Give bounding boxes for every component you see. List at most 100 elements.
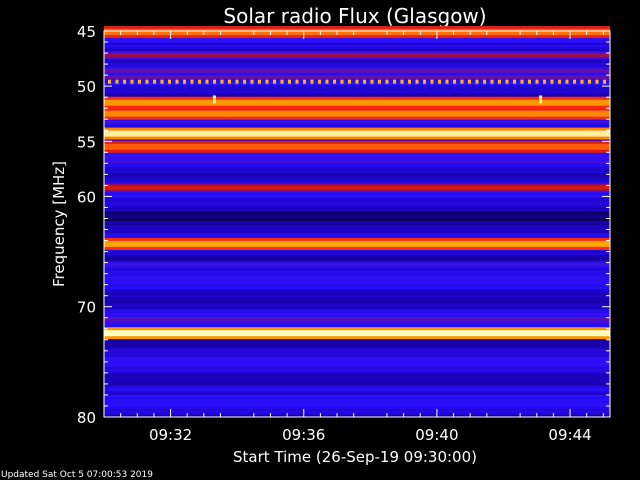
band-dot — [325, 79, 329, 84]
spectrum-row — [104, 381, 610, 383]
emission-band — [104, 330, 610, 337]
band-dot — [415, 79, 419, 84]
plot-area — [104, 26, 610, 417]
spectrum-row — [104, 291, 610, 293]
spectrum-row — [104, 249, 610, 251]
spectrum-row — [104, 251, 610, 253]
band-dot — [370, 79, 374, 84]
band-dot — [483, 79, 486, 84]
spectrum-row — [104, 379, 610, 381]
band-dot — [168, 79, 171, 84]
emission-band — [104, 29, 610, 36]
radio-burst — [539, 95, 543, 104]
band-dot — [280, 79, 284, 84]
spectrum-row — [104, 227, 610, 229]
band-dot — [423, 79, 426, 84]
band-dot — [258, 79, 261, 84]
spectrum-row — [104, 91, 610, 93]
spectrum-row — [104, 397, 610, 399]
band-dot — [175, 79, 179, 84]
spectrum-row — [104, 167, 610, 169]
spectrum-row — [104, 229, 610, 231]
spectrum-row — [104, 217, 610, 219]
y-tick-label: 50 — [77, 78, 96, 96]
spectrum-row — [104, 213, 610, 215]
emission-band — [104, 110, 610, 117]
spectrum-row — [104, 173, 610, 175]
band-dot — [565, 79, 569, 84]
spectrum-row — [104, 405, 610, 407]
spectrum-row — [104, 373, 610, 375]
spectrum-row — [104, 161, 610, 163]
plot-frame — [103, 30, 611, 418]
emission-band — [104, 240, 610, 247]
spectrum-row — [104, 259, 610, 261]
spectrum-row — [104, 61, 610, 63]
spectrum-row — [104, 257, 610, 259]
spectrum-row — [104, 357, 610, 359]
spectrum-row — [104, 301, 610, 303]
spectrum-row — [104, 165, 610, 167]
emission-band — [104, 387, 610, 392]
spectrum-row — [104, 321, 610, 323]
spectrum-row — [104, 323, 610, 325]
spectrum-row — [104, 285, 610, 287]
band-dot — [123, 79, 126, 84]
spectrum-row — [104, 311, 610, 313]
spectrum-row — [104, 361, 610, 363]
spectrum-row — [104, 47, 610, 49]
spectrum-row — [104, 273, 610, 275]
band-dot — [550, 79, 554, 84]
spectrum-row — [104, 399, 610, 401]
band-dot — [393, 79, 396, 84]
band-dot — [198, 79, 201, 84]
y-tick-label: 45 — [77, 23, 96, 41]
spectrum-row — [104, 371, 610, 373]
band-dot — [235, 79, 239, 84]
spectrum-row — [104, 195, 610, 197]
spectrum-row — [104, 125, 610, 127]
emission-band — [104, 143, 610, 150]
spectrum-row — [104, 305, 610, 307]
spectrum-row — [104, 231, 610, 233]
band-dot — [588, 79, 591, 84]
spectrum-row — [104, 341, 610, 343]
band-dot — [288, 79, 291, 84]
spectrum-row — [104, 315, 610, 317]
tick-marks — [104, 30, 610, 418]
spectrum-row — [104, 359, 610, 361]
spectrum-row — [104, 163, 610, 165]
y-axis-label: Frequency [MHz] — [50, 161, 68, 287]
emission-band — [104, 262, 610, 267]
spectrum-row — [104, 255, 610, 257]
spectrum-row — [104, 299, 610, 301]
spectrum-row — [104, 139, 610, 141]
spectrum-row — [104, 201, 610, 203]
band-dot — [520, 79, 524, 84]
band-dot — [595, 79, 599, 84]
spectrum-row — [104, 369, 610, 371]
emission-band — [104, 53, 610, 58]
spectrum-row — [104, 343, 610, 345]
band-dot — [453, 79, 456, 84]
spectrum-row — [104, 171, 610, 173]
spectrum-row — [104, 319, 610, 321]
band-dot — [273, 79, 276, 84]
spectrum-row — [104, 383, 610, 385]
spectrum-row — [104, 207, 610, 209]
spectrum-row — [104, 317, 610, 319]
band-dot — [310, 79, 314, 84]
y-tick-label: 70 — [77, 299, 96, 317]
band-dot — [340, 79, 344, 84]
band-dot — [295, 79, 299, 84]
spectrum-row — [104, 277, 610, 279]
band-dot — [528, 79, 531, 84]
spectrum-row — [104, 281, 610, 283]
band-dot — [145, 79, 149, 84]
y-tick-label: 60 — [77, 188, 96, 206]
band-dot — [318, 79, 321, 84]
band-dot — [115, 79, 119, 84]
spectrum-row — [104, 95, 610, 97]
spectrum-row — [104, 409, 610, 411]
